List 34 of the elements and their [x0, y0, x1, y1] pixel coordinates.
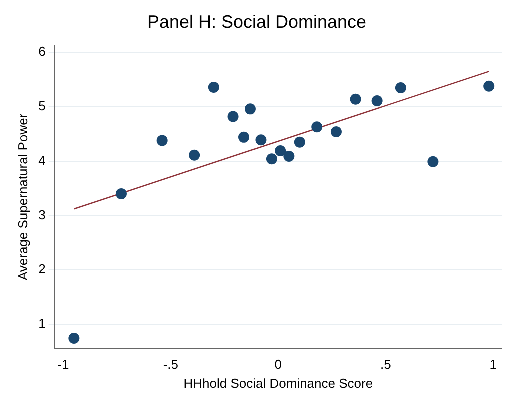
y-tick-label: 6 — [38, 44, 46, 60]
point — [284, 150, 295, 162]
y-tick-label: 2 — [38, 262, 46, 277]
chart-title: Panel H: Social Dominance — [147, 12, 367, 32]
point — [189, 150, 200, 161]
point — [275, 146, 286, 157]
point — [256, 134, 267, 146]
point — [208, 82, 220, 93]
point — [294, 136, 306, 148]
x-tick-label: -1 — [58, 357, 70, 372]
y-tick-label: 1 — [38, 316, 46, 331]
point — [156, 135, 168, 146]
point — [244, 104, 256, 115]
point — [428, 156, 439, 168]
y-axis-title: Average Supernatural Power — [15, 113, 30, 281]
point — [312, 122, 323, 133]
point — [395, 82, 406, 94]
y-tick-label: 3 — [38, 207, 46, 222]
point — [350, 94, 362, 105]
x-tick-label: 0 — [274, 357, 282, 372]
x-tick-label: 1 — [490, 357, 498, 372]
x-axis-title: HHhold Social Dominance Score — [184, 376, 374, 391]
x-tick-label: -.5 — [163, 357, 179, 372]
point — [68, 332, 80, 344]
point — [228, 111, 239, 122]
point — [238, 132, 250, 143]
y-tick-label: 4 — [38, 152, 46, 168]
point — [484, 80, 495, 92]
point — [330, 126, 342, 138]
y-tick-label: 5 — [38, 98, 46, 114]
point — [372, 96, 383, 107]
x-tick-label: .5 — [380, 357, 392, 372]
point — [116, 188, 127, 200]
point — [266, 154, 278, 165]
